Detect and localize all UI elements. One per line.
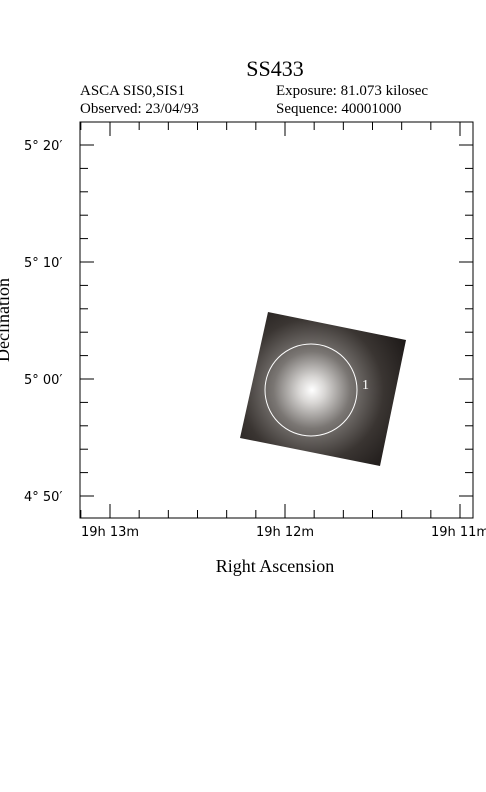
y-tick-label: 5° 20′ xyxy=(24,139,62,154)
frame xyxy=(79,121,474,519)
source-label: 1 xyxy=(362,378,369,393)
x-axis-label: Right Ascension xyxy=(216,556,335,576)
x-tick-label: 19h 11m xyxy=(431,525,486,540)
sequence: Sequence: 40001000 xyxy=(276,101,401,117)
instrument: ASCA SIS0,SIS1 xyxy=(80,83,185,99)
title: SS433 xyxy=(246,56,303,81)
x-tick-label: 19h 13m xyxy=(81,525,139,540)
ticks: 5° 20′ 5° 10′ 5° 00′ 4° 50′ 19h 13m 19h 12m 19… xyxy=(24,122,486,540)
xray-image xyxy=(240,312,406,466)
y-tick-label: 5° 10′ xyxy=(24,256,62,271)
y-tick-label: 5° 00′ xyxy=(24,373,62,388)
x-tick-label: 19h 12m xyxy=(256,525,314,540)
y-tick-label: 4° 50′ xyxy=(24,490,62,505)
source-region xyxy=(264,343,358,437)
observed: Observed: 23/04/93 xyxy=(80,101,199,117)
y-axis-label: Declination xyxy=(0,278,13,362)
exposure: Exposure: 81.073 kilosec xyxy=(276,83,428,99)
